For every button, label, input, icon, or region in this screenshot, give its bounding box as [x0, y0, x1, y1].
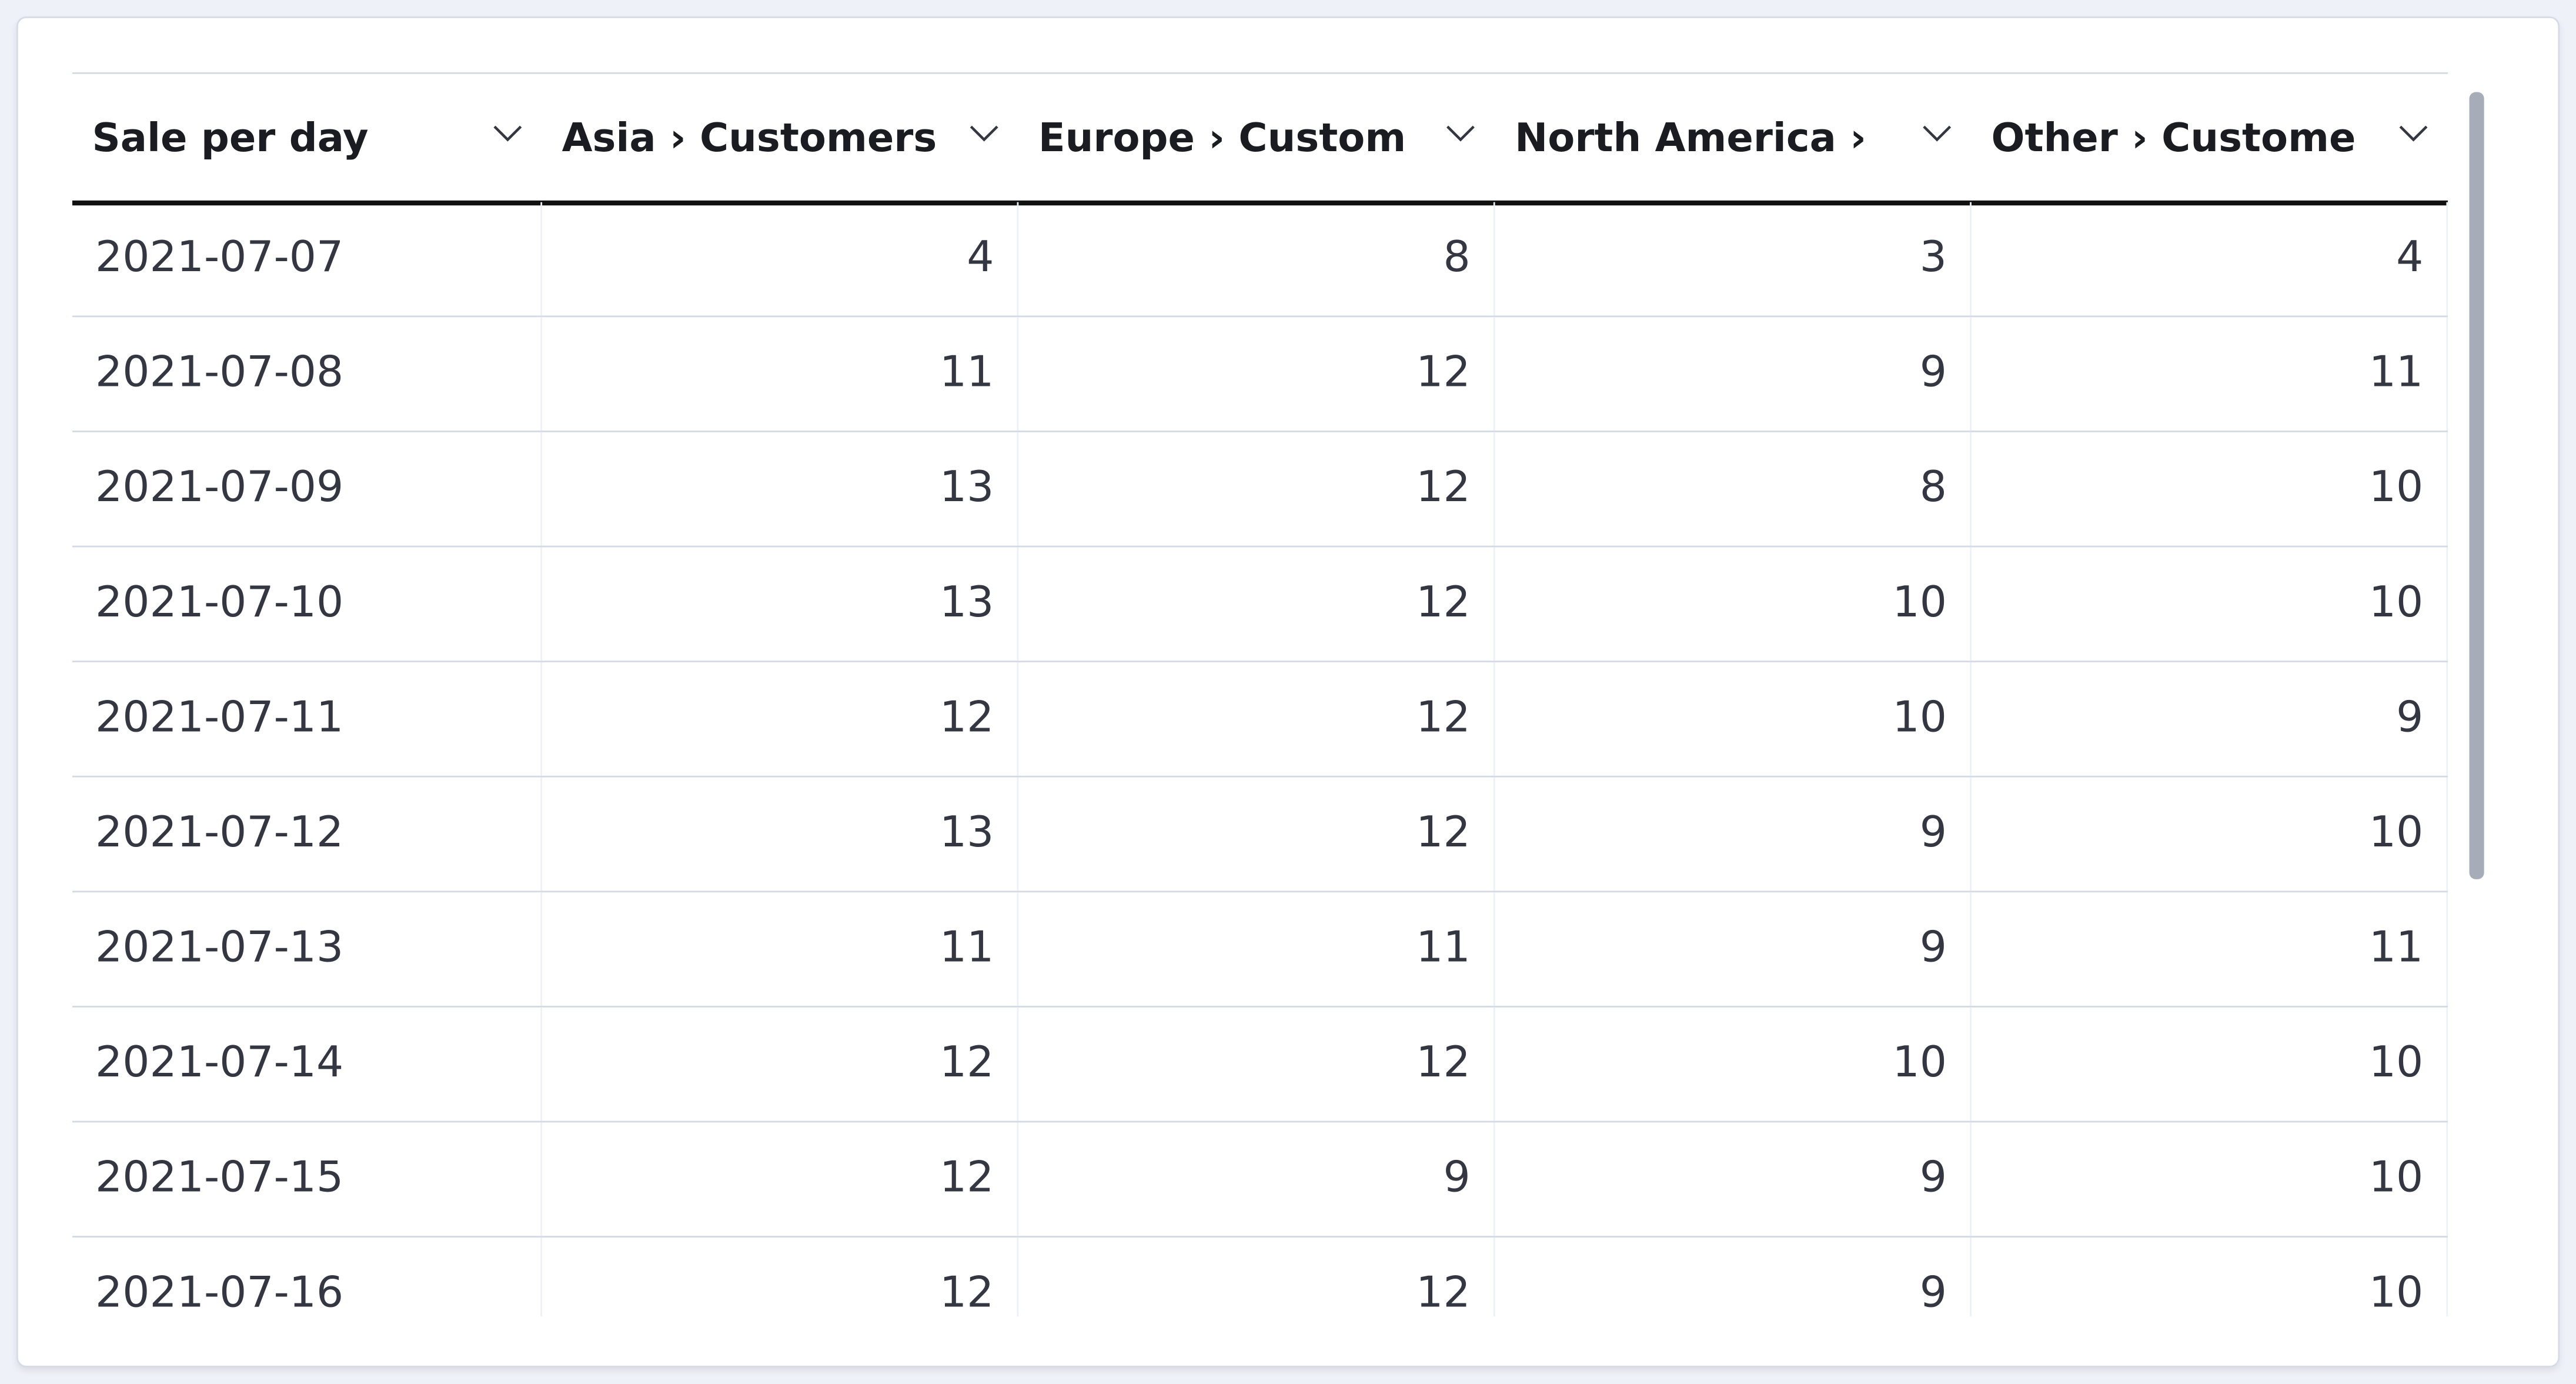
column-header-text: Asia › Customers — [562, 114, 937, 161]
date-cell: 2021-07-08 — [72, 317, 543, 431]
value-cell: 12 — [542, 1122, 1019, 1236]
value-cell: 11 — [1018, 892, 1495, 1006]
column-header[interactable]: Europe › Custom — [1018, 74, 1495, 201]
column-header[interactable]: North America › — [1495, 74, 1972, 201]
date-cell: 2021-07-16 — [72, 1237, 543, 1317]
column-header-text: Europe › Custom — [1038, 114, 1406, 161]
table-row: 2021-07-07 4 8 3 4 — [72, 202, 2448, 318]
date-cell: 2021-07-07 — [72, 202, 543, 316]
sort-chevron[interactable] — [970, 124, 999, 144]
value-cell: 12 — [1018, 662, 1495, 776]
value-cell: 10 — [1972, 1122, 2448, 1236]
date-cell: 2021-07-15 — [72, 1122, 543, 1236]
value-cell: 9 — [1495, 892, 1972, 1006]
value-cell: 4 — [542, 202, 1019, 316]
table-row: 2021-07-14 12 12 10 10 — [72, 1007, 2448, 1123]
value-cell: 12 — [1018, 1237, 1495, 1317]
value-cell: 10 — [1495, 547, 1972, 661]
value-cell: 10 — [1495, 662, 1972, 776]
value-cell: 12 — [1018, 432, 1495, 546]
value-cell: 10 — [1972, 777, 2448, 891]
value-cell: 11 — [1972, 892, 2448, 1006]
value-cell: 9 — [1018, 1122, 1495, 1236]
table-row: 2021-07-11 12 12 10 9 — [72, 662, 2448, 778]
scrollbar[interactable] — [2469, 92, 2484, 879]
table-row: 2021-07-16 12 12 9 10 — [72, 1237, 2448, 1317]
value-cell: 12 — [1018, 777, 1495, 891]
date-cell: 2021-07-12 — [72, 777, 543, 891]
value-cell: 10 — [1972, 1237, 2448, 1317]
value-cell: 9 — [1972, 662, 2448, 776]
date-cell: 2021-07-13 — [72, 892, 543, 1006]
column-header[interactable]: Sale per day — [72, 74, 542, 201]
value-cell: 13 — [542, 432, 1019, 546]
value-cell: 11 — [1972, 317, 2448, 431]
table-row: 2021-07-12 13 12 9 10 — [72, 777, 2448, 893]
column-header[interactable]: Asia › Customers — [542, 74, 1018, 201]
date-cell: 2021-07-09 — [72, 432, 543, 546]
date-cell: 2021-07-14 — [72, 1007, 543, 1121]
sort-chevron[interactable] — [1922, 124, 1952, 144]
column-header-text: North America › — [1515, 114, 1866, 161]
value-cell: 10 — [1972, 432, 2448, 546]
column-header-text: Sale per day — [92, 114, 369, 161]
value-cell: 12 — [1018, 547, 1495, 661]
value-cell: 8 — [1495, 432, 1972, 546]
value-cell: 3 — [1495, 202, 1972, 316]
column-header-text: Other › Custome — [1991, 114, 2356, 161]
value-cell: 13 — [542, 777, 1019, 891]
date-cell: 2021-07-11 — [72, 662, 543, 776]
sort-chevron[interactable] — [2398, 124, 2428, 144]
data-grid-card — [16, 16, 2560, 1368]
value-cell: 12 — [542, 1237, 1019, 1317]
value-cell: 12 — [542, 1007, 1019, 1121]
sort-chevron[interactable] — [493, 124, 522, 144]
value-cell: 8 — [1018, 202, 1495, 316]
value-cell: 4 — [1972, 202, 2448, 316]
value-cell: 12 — [1018, 317, 1495, 431]
value-cell: 10 — [1972, 1007, 2448, 1121]
table-row: 2021-07-10 13 12 10 10 — [72, 547, 2448, 663]
value-cell: 9 — [1495, 1237, 1972, 1317]
table-row: 2021-07-15 12 9 9 10 — [72, 1122, 2448, 1238]
value-cell: 10 — [1495, 1007, 1972, 1121]
column-header[interactable]: Other › Custome — [1972, 74, 2448, 201]
table-row: 2021-07-09 13 12 8 10 — [72, 432, 2448, 548]
value-cell: 12 — [1018, 1007, 1495, 1121]
value-cell: 9 — [1495, 317, 1972, 431]
value-cell: 11 — [542, 892, 1019, 1006]
date-cell: 2021-07-10 — [72, 547, 543, 661]
value-cell: 9 — [1495, 777, 1972, 891]
value-cell: 13 — [542, 547, 1019, 661]
sort-chevron[interactable] — [1446, 124, 1475, 144]
table-row: 2021-07-08 11 12 9 11 — [72, 317, 2448, 432]
data-grid: Sale per day Asia › Customers Europe › Cus… — [72, 72, 2448, 1317]
table-row: 2021-07-13 11 11 9 11 — [72, 892, 2448, 1008]
header-row: Sale per day Asia › Customers Europe › Cus… — [72, 74, 2448, 206]
value-cell: 10 — [1972, 547, 2448, 661]
value-cell: 11 — [542, 317, 1019, 431]
value-cell: 12 — [542, 662, 1019, 776]
value-cell: 9 — [1495, 1122, 1972, 1236]
